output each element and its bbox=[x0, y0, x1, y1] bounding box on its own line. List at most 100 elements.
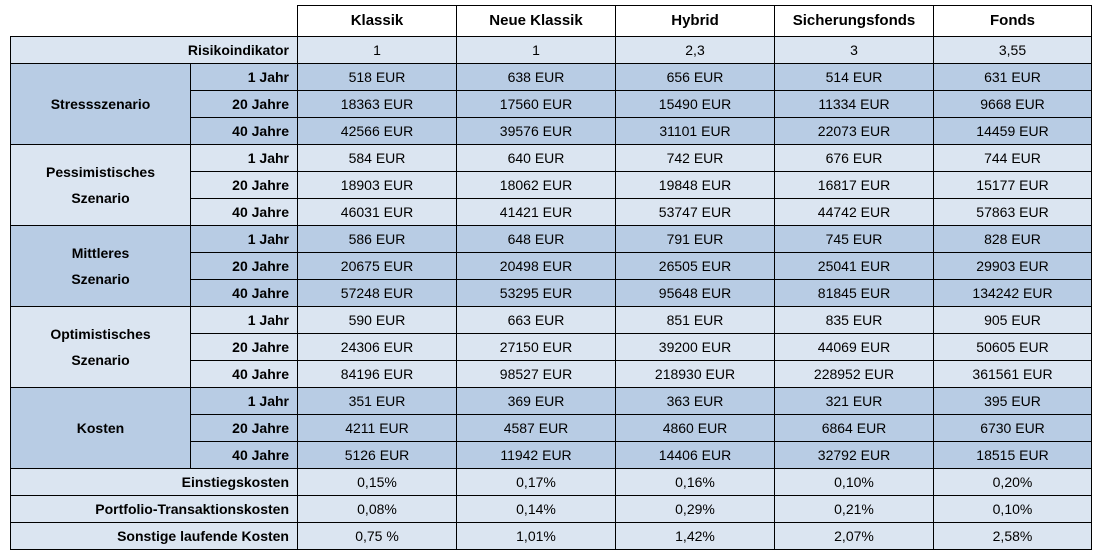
scenario-group-label: Mittleres Szenario bbox=[10, 225, 191, 307]
table-cell: 0,08% bbox=[297, 495, 457, 523]
risk-value: 1 bbox=[297, 36, 457, 64]
table-cell: 638 EUR bbox=[456, 63, 616, 91]
table-cell: 0,21% bbox=[774, 495, 934, 523]
table-row: 40 Jahre 46031 EUR 41421 EUR 53747 EUR 44742… bbox=[10, 198, 1092, 226]
table-cell: 363 EUR bbox=[615, 387, 775, 415]
table-cell: 676 EUR bbox=[774, 144, 934, 172]
table-cell: 656 EUR bbox=[615, 63, 775, 91]
table-cell: 744 EUR bbox=[933, 144, 1092, 172]
table-cell: 98527 EUR bbox=[456, 360, 616, 388]
table-cell: 32792 EUR bbox=[774, 441, 934, 469]
table-cell: 0,29% bbox=[615, 495, 775, 523]
table-cell: 828 EUR bbox=[933, 225, 1092, 253]
scenario-group-label-line: Szenario bbox=[71, 352, 130, 368]
table-cell: 29903 EUR bbox=[933, 252, 1092, 280]
table-row: Pessimistisches Szenario 1 Jahr 584 EUR 640 … bbox=[10, 144, 1092, 226]
period-label: 1 Jahr bbox=[190, 225, 298, 253]
table-row: Mittleres Szenario 1 Jahr 586 EUR 648 EUR 791… bbox=[10, 225, 1092, 307]
table-cell: 0,17% bbox=[456, 468, 616, 496]
table-cell: 25041 EUR bbox=[774, 252, 934, 280]
period-label: 20 Jahre bbox=[190, 333, 298, 361]
table-cell: 46031 EUR bbox=[297, 198, 457, 226]
table-cell: 1,42% bbox=[615, 522, 775, 550]
table-cell: 39576 EUR bbox=[456, 117, 616, 145]
table-row: 40 Jahre 5126 EUR 11942 EUR 14406 EUR 32792 … bbox=[10, 441, 1092, 469]
table-cell: 50605 EUR bbox=[933, 333, 1092, 361]
column-header-neue-klassik: Neue Klassik bbox=[456, 5, 616, 37]
table-cell: 228952 EUR bbox=[774, 360, 934, 388]
table-cell: 0,14% bbox=[456, 495, 616, 523]
table-cell: 17560 EUR bbox=[456, 90, 616, 118]
table-cell: 4587 EUR bbox=[456, 414, 616, 442]
table-cell: 57863 EUR bbox=[933, 198, 1092, 226]
table-cell: 1,01% bbox=[456, 522, 616, 550]
scenario-group-label: Stressszenario bbox=[10, 63, 191, 145]
table-cell: 18062 EUR bbox=[456, 171, 616, 199]
table-cell: 663 EUR bbox=[456, 306, 616, 334]
table-cell: 20675 EUR bbox=[297, 252, 457, 280]
period-label: 20 Jahre bbox=[190, 414, 298, 442]
table-cell: 44069 EUR bbox=[774, 333, 934, 361]
table-row: 40 Jahre 42566 EUR 39576 EUR 31101 EUR 22073… bbox=[10, 117, 1092, 145]
risk-value: 3 bbox=[774, 36, 934, 64]
table-row: 20 Jahre 18363 EUR 17560 EUR 15490 EUR 11334… bbox=[10, 90, 1092, 118]
table-cell: 57248 EUR bbox=[297, 279, 457, 307]
table-cell: 6730 EUR bbox=[933, 414, 1092, 442]
table-cell: 20498 EUR bbox=[456, 252, 616, 280]
table-row: 20 Jahre 24306 EUR 27150 EUR 39200 EUR 44069… bbox=[10, 333, 1092, 361]
table-cell: 18515 EUR bbox=[933, 441, 1092, 469]
table-cell: 95648 EUR bbox=[615, 279, 775, 307]
table-cell: 351 EUR bbox=[297, 387, 457, 415]
column-header-klassik: Klassik bbox=[297, 5, 457, 37]
period-label: 1 Jahr bbox=[190, 144, 298, 172]
table-cell: 44742 EUR bbox=[774, 198, 934, 226]
table-cell: 590 EUR bbox=[297, 306, 457, 334]
table-row: 40 Jahre 57248 EUR 53295 EUR 95648 EUR 81845… bbox=[10, 279, 1092, 307]
scenario-group-label-line: Pessimistisches bbox=[46, 164, 155, 180]
table-row: Stressszenario 1 Jahr 518 EUR 638 EUR 656 EU… bbox=[10, 63, 1092, 145]
table-cell: 16817 EUR bbox=[774, 171, 934, 199]
table-cell: 6864 EUR bbox=[774, 414, 934, 442]
table-cell: 39200 EUR bbox=[615, 333, 775, 361]
period-label: 40 Jahre bbox=[190, 360, 298, 388]
cost-row: Sonstige laufende Kosten 0,75 % 1,01% 1,42%… bbox=[10, 522, 1092, 550]
table-cell: 0,10% bbox=[933, 495, 1092, 523]
scenario-group-label-line: Optimistisches bbox=[50, 326, 151, 342]
table-cell: 2,07% bbox=[774, 522, 934, 550]
table-cell: 4211 EUR bbox=[297, 414, 457, 442]
table-cell: 53747 EUR bbox=[615, 198, 775, 226]
table-cell: 0,20% bbox=[933, 468, 1092, 496]
table-cell: 835 EUR bbox=[774, 306, 934, 334]
risk-value: 3,55 bbox=[933, 36, 1092, 64]
table-row: Optimistisches Szenario 1 Jahr 590 EUR 663 E… bbox=[10, 306, 1092, 388]
table-cell: 27150 EUR bbox=[456, 333, 616, 361]
scenario-group-label: Pessimistisches Szenario bbox=[10, 144, 191, 226]
table-cell: 42566 EUR bbox=[297, 117, 457, 145]
period-label: 1 Jahr bbox=[190, 387, 298, 415]
period-label: 20 Jahre bbox=[190, 171, 298, 199]
risk-value: 2,3 bbox=[615, 36, 775, 64]
table-row: 20 Jahre 4211 EUR 4587 EUR 4860 EUR 6864 EUR… bbox=[10, 414, 1092, 442]
table-cell: 0,16% bbox=[615, 468, 775, 496]
table-cell: 14459 EUR bbox=[933, 117, 1092, 145]
scenario-group-label: Kosten bbox=[10, 387, 191, 469]
table-cell: 24306 EUR bbox=[297, 333, 457, 361]
table-cell: 0,75 % bbox=[297, 522, 457, 550]
table-cell: 26505 EUR bbox=[615, 252, 775, 280]
scenario-group-label-line: Kosten bbox=[76, 420, 125, 436]
risk-value: 1 bbox=[456, 36, 616, 64]
scenario-group-label-line: Szenario bbox=[71, 190, 130, 206]
table-cell: 905 EUR bbox=[933, 306, 1092, 334]
table-cell: 742 EUR bbox=[615, 144, 775, 172]
period-label: 1 Jahr bbox=[190, 306, 298, 334]
period-label: 20 Jahre bbox=[190, 90, 298, 118]
cost-label: Portfolio-Transaktionskosten bbox=[10, 495, 298, 523]
table-cell: 15177 EUR bbox=[933, 171, 1092, 199]
table-cell: 745 EUR bbox=[774, 225, 934, 253]
table-cell: 9668 EUR bbox=[933, 90, 1092, 118]
table-cell: 321 EUR bbox=[774, 387, 934, 415]
table-cell: 41421 EUR bbox=[456, 198, 616, 226]
table-cell: 791 EUR bbox=[615, 225, 775, 253]
period-label: 1 Jahr bbox=[190, 63, 298, 91]
table-cell: 134242 EUR bbox=[933, 279, 1092, 307]
